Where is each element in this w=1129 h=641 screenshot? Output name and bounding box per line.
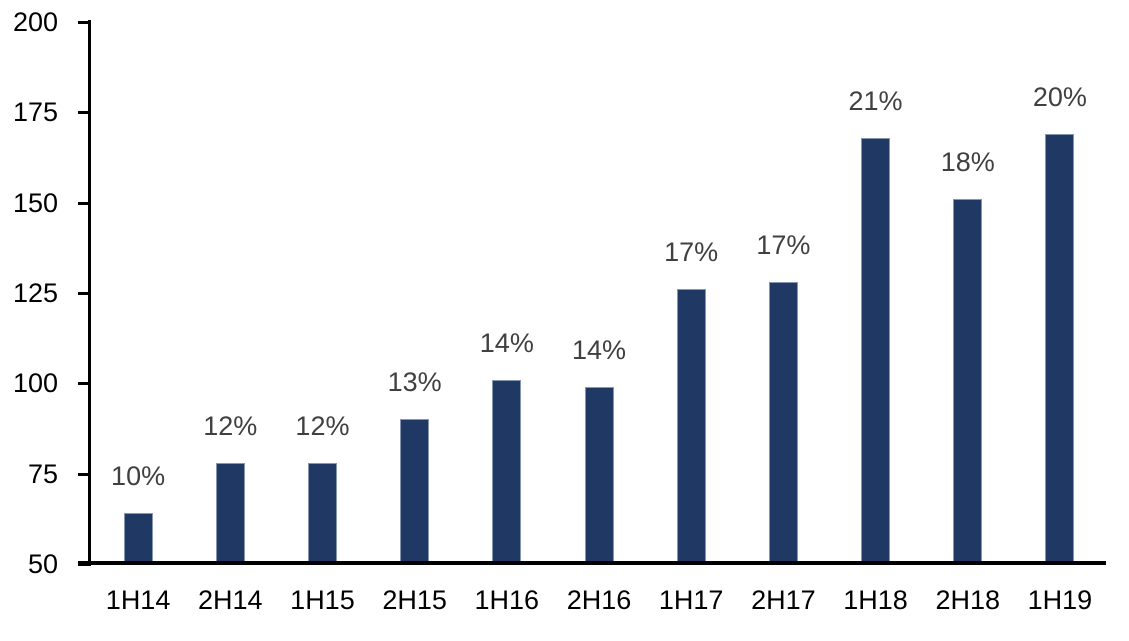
y-tick-mark (78, 201, 90, 205)
y-tick-label: 125 (12, 278, 58, 308)
x-category-label: 2H14 (197, 585, 263, 615)
y-tick-label: 75 (27, 458, 58, 489)
y-tick-mark (78, 111, 90, 115)
y-tick-label: 100 (12, 368, 58, 399)
bar-data-label: 17% (664, 237, 719, 268)
x-category-label: 1H14 (105, 585, 171, 615)
x-category-label: 1H16 (474, 585, 540, 615)
bar-data-label: 10% (111, 461, 166, 492)
bar (215, 462, 245, 564)
x-category-label: 2H16 (566, 585, 632, 615)
bar-data-label: 17% (756, 230, 811, 261)
bar (400, 419, 430, 564)
y-tick-label: 150 (12, 187, 58, 218)
bar-data-label: 14% (571, 334, 627, 365)
x-category-label: 2H15 (382, 585, 447, 615)
bar (492, 379, 522, 564)
bar-data-label: 13% (387, 367, 442, 398)
bar-data-label: 14% (479, 327, 534, 358)
bar-data-label: 21% (848, 85, 903, 116)
bar (307, 462, 337, 564)
bar (953, 199, 983, 564)
x-category-label: 1H17 (658, 585, 724, 615)
bar (1045, 134, 1075, 564)
bar (768, 282, 798, 564)
x-category-label: 2H18 (935, 585, 1000, 615)
y-tick-label: 50 (27, 549, 58, 579)
x-category-label: 1H18 (843, 585, 908, 615)
y-axis-line (88, 20, 91, 566)
bar (861, 137, 891, 564)
bar-data-label: 12% (203, 410, 258, 441)
y-tick-mark (78, 21, 90, 24)
x-category-label: 2H17 (751, 585, 816, 615)
bar-data-label: 12% (295, 410, 350, 441)
bar-data-label: 18% (940, 147, 995, 178)
bar (584, 386, 614, 564)
y-tick-mark (78, 292, 90, 295)
y-tick-mark (78, 472, 90, 476)
bar (676, 289, 706, 564)
bar-data-label: 20% (1032, 82, 1087, 112)
y-tick-label: 175 (12, 97, 58, 128)
x-category-label: 1H15 (290, 585, 355, 615)
bar (123, 513, 153, 564)
x-axis-line (78, 561, 1106, 565)
x-category-label: 1H19 (1027, 585, 1093, 615)
y-tick-mark (78, 382, 90, 386)
y-tick-label: 200 (12, 7, 58, 37)
